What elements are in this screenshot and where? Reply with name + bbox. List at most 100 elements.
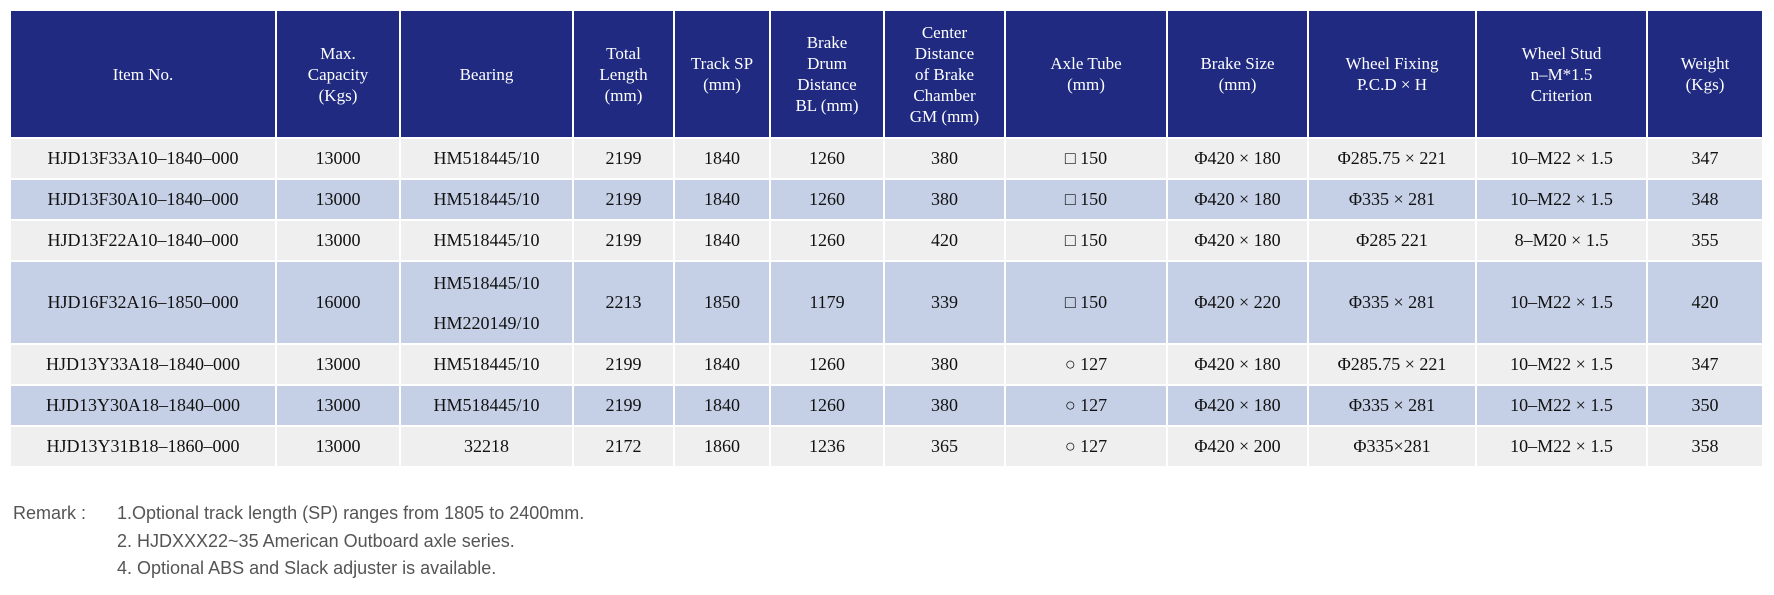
cell-text: 1236 [809, 436, 845, 456]
cell-text: 1840 [704, 189, 740, 209]
header-row: Item No. Max. Capacity (Kgs) Bearing Total Len… [9, 9, 1764, 139]
cell-text: 1840 [704, 395, 740, 415]
header-text: of Brake [914, 64, 974, 84]
cell-text: 10–M22 × 1.5 [1510, 148, 1613, 168]
header-cell: Max. Capacity (Kgs) [275, 9, 401, 139]
cell-text: 420 [931, 230, 958, 250]
cell-text: HJD13F33A10–1840–000 [47, 148, 239, 168]
header-text: (mm) [703, 75, 741, 94]
table-cell: 10–M22 × 1.5 [1475, 343, 1648, 386]
table-cell: 1260 [769, 384, 885, 427]
cell-text: Φ285 221 [1356, 230, 1428, 250]
cell-text: 420 [1691, 292, 1719, 312]
cell-text: 16000 [315, 292, 361, 312]
table-cell: 420 [1646, 260, 1764, 345]
cell-text: HM518445/10 [433, 272, 540, 293]
cell-text: HM518445/10 [433, 189, 540, 209]
table-cell: 365 [883, 425, 1006, 468]
table-cell: 2199 [572, 137, 675, 180]
table-cell: 350 [1646, 384, 1764, 427]
cell-text: 1860 [704, 436, 740, 456]
table-cell: 1236 [769, 425, 885, 468]
table-cell: 13000 [275, 219, 401, 262]
cell-text: Φ335×281 [1353, 436, 1431, 456]
table-cell: HJD16F32A16–1850–000 [9, 260, 277, 345]
cell-text: HJD13F30A10–1840–000 [47, 189, 239, 209]
table-row: HJD13F22A10–1840–000 13000 HM518445/10 2199… [9, 219, 1764, 262]
table-cell: Φ285.75 × 221 [1307, 137, 1477, 180]
table-cell: Φ335 × 281 [1307, 384, 1477, 427]
cell-text: 1260 [809, 395, 845, 415]
table-cell: HM518445/10 HM220149/10 [399, 260, 574, 345]
header-text: GM (mm) [909, 106, 980, 126]
header-cell: Weight (Kgs) [1646, 9, 1764, 139]
table-cell: 1850 [673, 260, 771, 345]
cell-text: 2213 [605, 292, 642, 312]
cell-text: □ 150 [1064, 292, 1108, 312]
cell-text: Φ420 × 220 [1194, 292, 1281, 312]
header-text: Total [606, 43, 641, 63]
header-text: Distance [797, 75, 857, 94]
table-cell: 348 [1646, 178, 1764, 221]
cell-text: 1850 [704, 292, 740, 312]
cell-text: 347 [1691, 148, 1719, 168]
table-cell: 380 [883, 137, 1006, 180]
remark-item: 4. Optional ABS and Slack adjuster is av… [117, 558, 497, 578]
cell-text: 1260 [809, 230, 845, 250]
table-cell: 13000 [275, 343, 401, 386]
table-cell: HJD13Y30A18–1840–000 [9, 384, 277, 427]
table-cell: 10–M22 × 1.5 [1475, 260, 1648, 345]
cell-text: 13000 [315, 395, 361, 415]
table-cell: 358 [1646, 425, 1764, 468]
table-cell: 1260 [769, 178, 885, 221]
cell-text: HM518445/10 [433, 354, 540, 374]
table-cell: Φ335×281 [1307, 425, 1477, 468]
table-cell: 2213 [572, 260, 675, 345]
table-cell: 2199 [572, 219, 675, 262]
cell-text: ○ 127 [1064, 395, 1108, 415]
cell-text: 10–M22 × 1.5 [1510, 354, 1613, 374]
table-cell: ○ 127 [1004, 384, 1168, 427]
header-text: Bearing [459, 64, 514, 84]
cell-text: 1179 [809, 292, 845, 312]
table-cell: ○ 127 [1004, 425, 1168, 468]
cell-text: 10–M22 × 1.5 [1510, 395, 1613, 415]
cell-text: 2199 [605, 230, 642, 250]
table-cell: 1840 [673, 343, 771, 386]
table-cell: Φ420 × 180 [1166, 219, 1309, 262]
header-text: Wheel Fixing [1345, 54, 1439, 73]
cell-text: 13000 [315, 436, 361, 456]
table-cell: 13000 [275, 137, 401, 180]
table-cell: 8–M20 × 1.5 [1475, 219, 1648, 262]
header-text: (mm) [1067, 75, 1105, 94]
table-cell: HJD13F22A10–1840–000 [9, 219, 277, 262]
header-cell: Brake Size (mm) [1166, 9, 1309, 139]
table-cell: HJD13Y33A18–1840–000 [9, 343, 277, 386]
cell-text: 1260 [809, 189, 845, 209]
header-text: Chamber [913, 85, 976, 105]
table-cell: HJD13F33A10–1840–000 [9, 137, 277, 180]
table-cell: □ 150 [1004, 260, 1168, 345]
table-cell: Φ420 × 180 [1166, 137, 1309, 180]
header-text: (Kgs) [318, 85, 358, 105]
cell-text: 32218 [464, 436, 509, 456]
cell-text: □ 150 [1064, 148, 1108, 168]
header-cell: Total Length (mm) [572, 9, 675, 139]
cell-text: Φ420 × 180 [1194, 148, 1281, 168]
cell-text: □ 150 [1064, 230, 1108, 250]
cell-text: ○ 127 [1064, 354, 1108, 374]
header-text: Drum [807, 54, 847, 73]
table-cell: 380 [883, 384, 1006, 427]
header-text: (mm) [604, 85, 643, 105]
cell-text: 350 [1691, 395, 1719, 415]
header-text: Weight [1680, 54, 1730, 73]
header-text: BL (mm) [795, 96, 859, 115]
cell-text: 2199 [605, 354, 642, 374]
cell-text: Φ420 × 180 [1194, 230, 1281, 250]
header-text: n–M*1.5 [1530, 64, 1593, 84]
remark-item: 2. HJDXXX22~35 American Outboard axle se… [117, 530, 515, 551]
cell-text: 2199 [605, 189, 642, 209]
cell-text: Φ420 × 180 [1194, 395, 1281, 415]
cell-text: HJD16F32A16–1850–000 [47, 292, 239, 312]
header-text: P.C.D × H [1356, 75, 1428, 94]
